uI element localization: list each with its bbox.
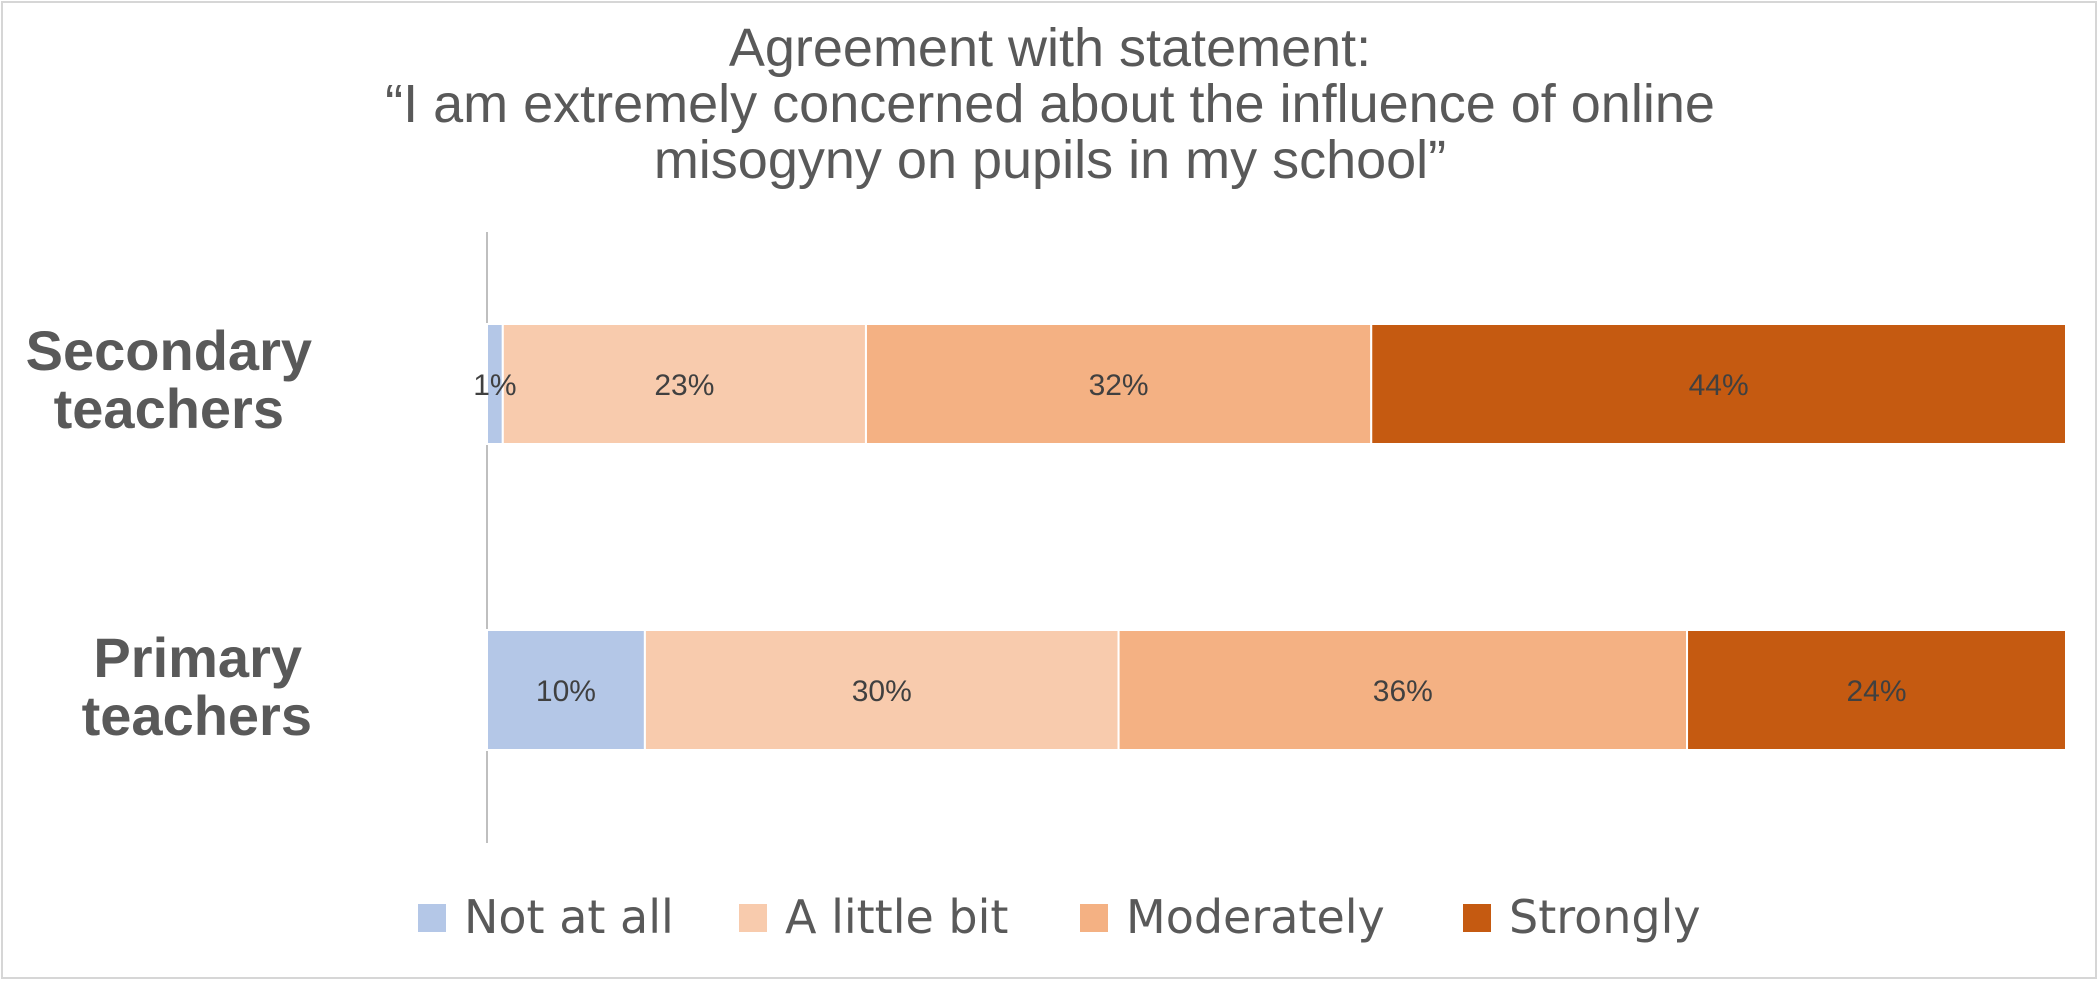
bar-secondary-teachers-moderately bbox=[864, 323, 1373, 445]
chart-title-line-2: “I am extremely concerned about the infl… bbox=[385, 74, 1715, 134]
bar-primary-teachers-not-at-all bbox=[486, 629, 646, 751]
data-label-secondary-teachers-not-at-all: 1% bbox=[473, 369, 516, 402]
bar-secondary-teachers-a-little-bit bbox=[501, 323, 867, 445]
category-label-secondary-line-2: teachers bbox=[54, 377, 284, 440]
category-label-primary-line-1: Primary bbox=[93, 626, 302, 689]
category-labels: Secondary teachers Primary teachers bbox=[26, 319, 312, 747]
data-label-secondary-teachers-strongly: 44% bbox=[1689, 369, 1749, 402]
category-label-primary-line-2: teachers bbox=[82, 684, 312, 747]
data-label-primary-teachers-moderately: 36% bbox=[1373, 675, 1433, 708]
legend-swatch-moderately bbox=[1080, 904, 1108, 932]
legend-swatch-strongly bbox=[1463, 904, 1491, 932]
legend-item-not-at-all: Not at all bbox=[418, 890, 674, 944]
bar-segments bbox=[486, 323, 2068, 751]
data-label-secondary-teachers-moderately: 32% bbox=[1089, 369, 1149, 402]
legend-swatch-a-little-bit bbox=[739, 904, 767, 932]
bar-primary-teachers-a-little-bit bbox=[643, 629, 1120, 751]
chart-title-line-1: Agreement with statement: bbox=[729, 18, 1371, 78]
bar-secondary-teachers-strongly bbox=[1370, 323, 2067, 445]
bar-primary-teachers-strongly bbox=[1686, 629, 2068, 751]
legend-item-a-little-bit: A little bit bbox=[739, 890, 1008, 944]
data-label-primary-teachers-a-little-bit: 30% bbox=[852, 675, 912, 708]
category-label-secondary-line-1: Secondary bbox=[26, 319, 312, 382]
legend-swatch-not-at-all bbox=[418, 904, 446, 932]
legend: Not at all A little bit Moderately Strongly bbox=[418, 890, 1701, 944]
data-label-primary-teachers-not-at-all: 10% bbox=[536, 675, 596, 708]
legend-item-strongly: Strongly bbox=[1463, 890, 1701, 944]
chart-title: Agreement with statement: “I am extremel… bbox=[385, 18, 1715, 190]
data-label-secondary-teachers-a-little-bit: 23% bbox=[654, 369, 714, 402]
data-labels: 1% 23% 32% 44% 10% 30% 36% 24% bbox=[473, 369, 1906, 708]
legend-label-a-little-bit: A little bit bbox=[785, 890, 1008, 944]
legend-label-strongly: Strongly bbox=[1509, 890, 1701, 944]
data-label-primary-teachers-strongly: 24% bbox=[1846, 675, 1906, 708]
chart-title-line-3: misogyny on pupils in my school” bbox=[654, 130, 1446, 190]
legend-item-moderately: Moderately bbox=[1080, 890, 1385, 944]
legend-label-not-at-all: Not at all bbox=[464, 890, 674, 944]
legend-label-moderately: Moderately bbox=[1126, 890, 1385, 944]
